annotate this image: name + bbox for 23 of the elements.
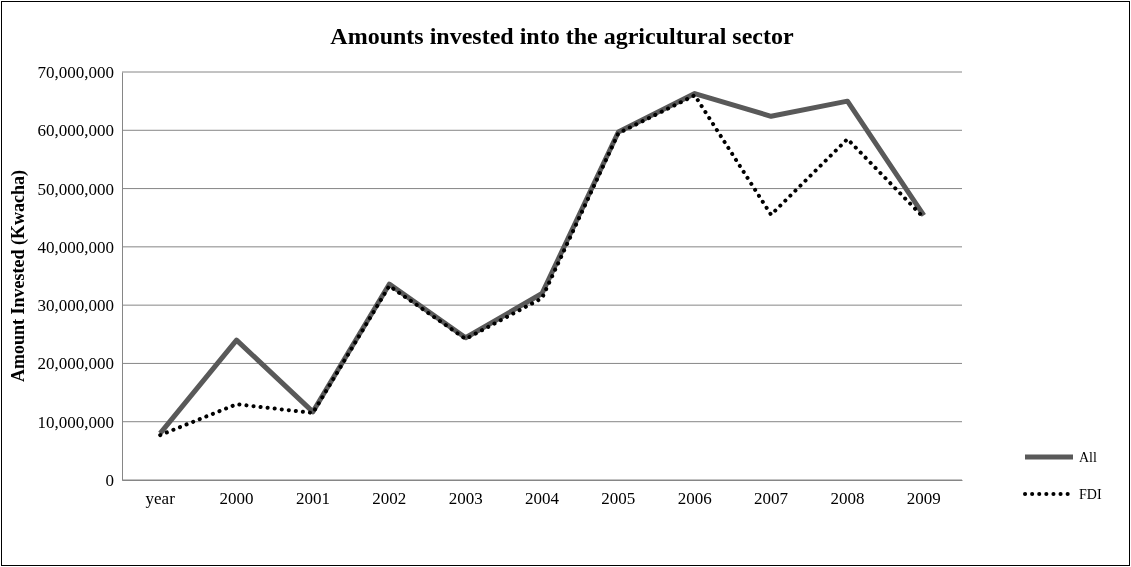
y-tick-label: 10,000,000 (37, 412, 114, 432)
x-tick-label: 2005 (601, 489, 636, 509)
x-tick-label: 2006 (677, 489, 712, 509)
y-tick-label: 40,000,000 (37, 237, 114, 257)
y-tick-label: 20,000,000 (37, 354, 114, 374)
x-tick-label: 2009 (906, 489, 941, 509)
y-axis-title: Amount Invested (Kwacha) (8, 169, 29, 383)
x-tick-label: year (145, 489, 176, 509)
x-tick-label: 2007 (754, 489, 789, 509)
x-tick-label: 2008 (830, 489, 865, 509)
legend-label: FDI (1079, 487, 1102, 502)
y-tick-label: 60,000,000 (37, 121, 114, 141)
x-tick-label: 2003 (448, 489, 483, 509)
x-tick-label: 2001 (295, 489, 330, 509)
y-tick-label: 50,000,000 (37, 179, 114, 199)
y-tick-label: 30,000,000 (37, 296, 114, 316)
y-tick-label: 0 (105, 470, 114, 490)
x-tick-label: 2004 (525, 489, 560, 509)
y-tick-label: 70,000,000 (37, 62, 114, 82)
x-tick-label: 2002 (372, 489, 407, 509)
chart-title: Amounts invested into the agricultural sector (330, 23, 794, 49)
x-tick-label: 2000 (219, 489, 254, 509)
legend-label: All (1079, 450, 1097, 465)
